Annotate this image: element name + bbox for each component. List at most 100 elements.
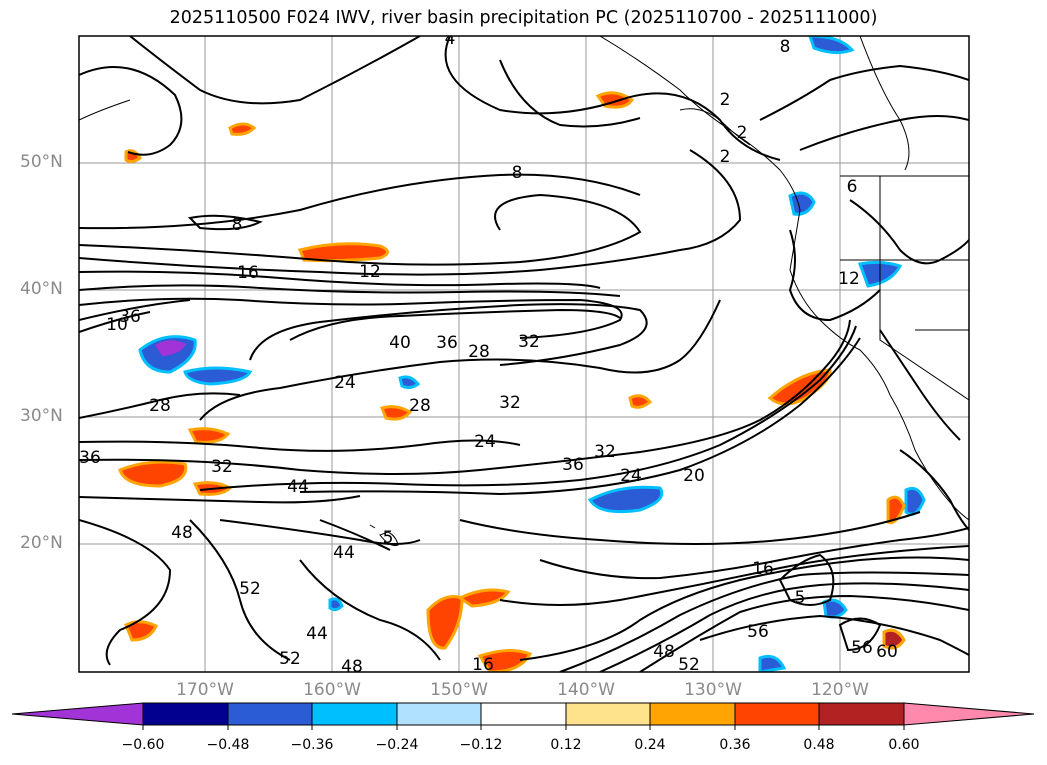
iwv-contours (79, 36, 969, 672)
coastline-inland (859, 36, 910, 171)
contour-line (79, 311, 151, 333)
contour-line (599, 582, 969, 672)
colorbar-tick-label: −0.12 (459, 737, 503, 753)
contour-label: 60 (876, 642, 898, 662)
contour-line (899, 449, 969, 531)
patch-strong-negative (155, 340, 186, 356)
contour-label: 8 (512, 163, 523, 183)
contour-line (759, 64, 969, 121)
border-state (879, 176, 969, 401)
coastline-aleutians (79, 99, 131, 121)
patch-negative (398, 375, 421, 390)
contour-line (79, 319, 851, 475)
contour-label: 56 (851, 638, 873, 658)
colorbar-tick-label: 0.24 (634, 737, 666, 753)
contour-label: 12 (359, 262, 381, 282)
lon-label-130w: 130°W (684, 680, 742, 700)
contour-label: 28 (149, 396, 171, 416)
contour-line (519, 556, 969, 661)
contour-line (79, 193, 642, 266)
contour-label: 24 (474, 432, 496, 452)
contour-label: 36 (436, 333, 458, 353)
contour-label: 20 (683, 466, 705, 486)
contour-label: 16 (472, 655, 494, 675)
contour-label: 28 (409, 396, 431, 416)
contour-label: 5 (795, 588, 806, 608)
colorbar-bin (649, 702, 736, 726)
contour-line (319, 519, 391, 551)
colorbar-bin (396, 702, 482, 726)
contour-line (79, 149, 742, 276)
lat-label-40n: 40°N (20, 279, 63, 299)
colorbar-bin (311, 702, 398, 726)
contour-label: 8 (232, 215, 243, 235)
colorbar-tick-label: 0.60 (888, 737, 920, 753)
contour-label: 44 (306, 624, 328, 644)
contour-label: 12 (838, 269, 860, 289)
contour-label: 24 (620, 466, 642, 486)
patch-positive (426, 595, 464, 650)
contour-line (79, 297, 623, 339)
colorbar-tick-label: −0.48 (206, 737, 250, 753)
contour-line (778, 553, 835, 606)
coastline-hawaii (379, 531, 399, 546)
patch-positive (228, 122, 257, 136)
colorbar-tick-label: 0.48 (803, 737, 835, 753)
colorbar (11, 702, 1035, 730)
contour-label: 52 (239, 579, 261, 599)
patch-negative (758, 654, 787, 672)
colorbar-tick-label: −0.24 (375, 737, 419, 753)
colorbar-bin (142, 702, 229, 726)
patch-negative (183, 366, 253, 386)
contour-line (199, 325, 857, 491)
colorbar-tick-label: 0.12 (550, 737, 582, 753)
map-title: 2025110500 F024 IWV, river basin precipi… (169, 8, 878, 28)
colorbar-tick-label: 0.36 (719, 737, 751, 753)
contour-label: 52 (678, 655, 700, 675)
contour-line (79, 299, 191, 321)
contour-label: 10 (106, 315, 128, 335)
patch-positive-strong (882, 628, 906, 650)
lon-label-170w: 170°W (176, 680, 234, 700)
contour-line (249, 303, 648, 366)
contour-label: 24 (334, 373, 356, 393)
contour-label: 48 (653, 642, 675, 662)
contour-line (499, 545, 969, 606)
coastline-north-america (599, 36, 969, 521)
contour-line (79, 495, 361, 504)
contour-label: 28 (468, 342, 490, 362)
lat-label-50n: 50°N (20, 152, 63, 172)
contour-label: 36 (562, 455, 584, 475)
contour-label: 8 (780, 37, 791, 57)
contour-label: 36 (79, 448, 101, 468)
contour-line (79, 392, 241, 419)
contour-label: 44 (287, 477, 309, 497)
lon-label-160w: 160°W (303, 680, 361, 700)
lat-label-20n: 20°N (20, 533, 63, 553)
contour-line (129, 36, 421, 105)
contour-label: 6 (847, 177, 858, 197)
contour-label: 32 (594, 442, 616, 462)
coastline-islands (679, 108, 751, 146)
lat-label-30n: 30°N (20, 406, 63, 426)
map-content: 4 2 8 2 2 6 8 8 16 12 12 10 36 40 36 28 … (79, 29, 969, 675)
patch-positive (379, 405, 413, 421)
patch-negative (904, 486, 926, 516)
lon-label-150w: 150°W (430, 680, 488, 700)
contour-line (639, 594, 969, 672)
contour-line (187, 214, 263, 231)
contour-line (788, 229, 881, 322)
contour-label: 56 (747, 622, 769, 642)
patch-positive (886, 495, 906, 525)
colorbar-over-arrow (903, 702, 1035, 726)
contour-label: 16 (237, 263, 259, 283)
contour-label: 2 (720, 90, 731, 110)
patch-negative (587, 485, 664, 514)
lon-label-120w: 120°W (811, 680, 869, 700)
contour-line (559, 571, 969, 672)
contour-line (79, 270, 601, 289)
contour-label: 4 (445, 29, 456, 49)
lon-label-140w: 140°W (557, 680, 615, 700)
contour-label: 52 (279, 649, 301, 669)
contour-label: 2 (720, 147, 731, 167)
